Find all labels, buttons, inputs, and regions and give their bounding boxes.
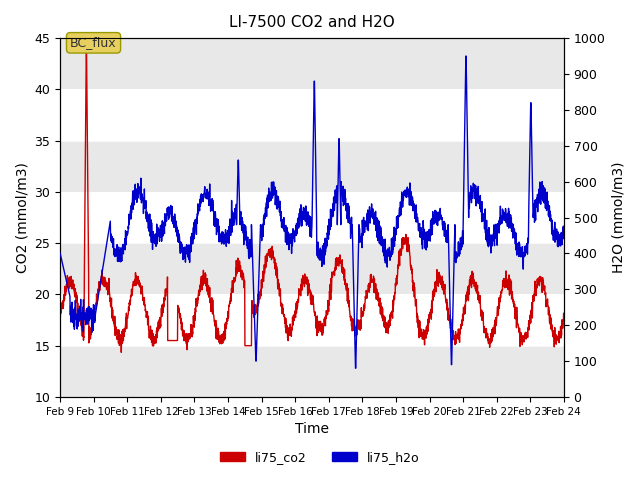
Y-axis label: H2O (mmol/m3): H2O (mmol/m3) <box>611 162 625 273</box>
Y-axis label: CO2 (mmol/m3): CO2 (mmol/m3) <box>15 162 29 273</box>
Title: LI-7500 CO2 and H2O: LI-7500 CO2 and H2O <box>229 15 395 30</box>
Legend: li75_co2, li75_h2o: li75_co2, li75_h2o <box>215 446 425 469</box>
Bar <box>60 243 564 294</box>
Text: BC_flux: BC_flux <box>70 36 117 49</box>
Bar <box>60 38 564 89</box>
X-axis label: Time: Time <box>295 422 329 436</box>
Bar <box>60 141 564 192</box>
Bar <box>60 346 564 397</box>
